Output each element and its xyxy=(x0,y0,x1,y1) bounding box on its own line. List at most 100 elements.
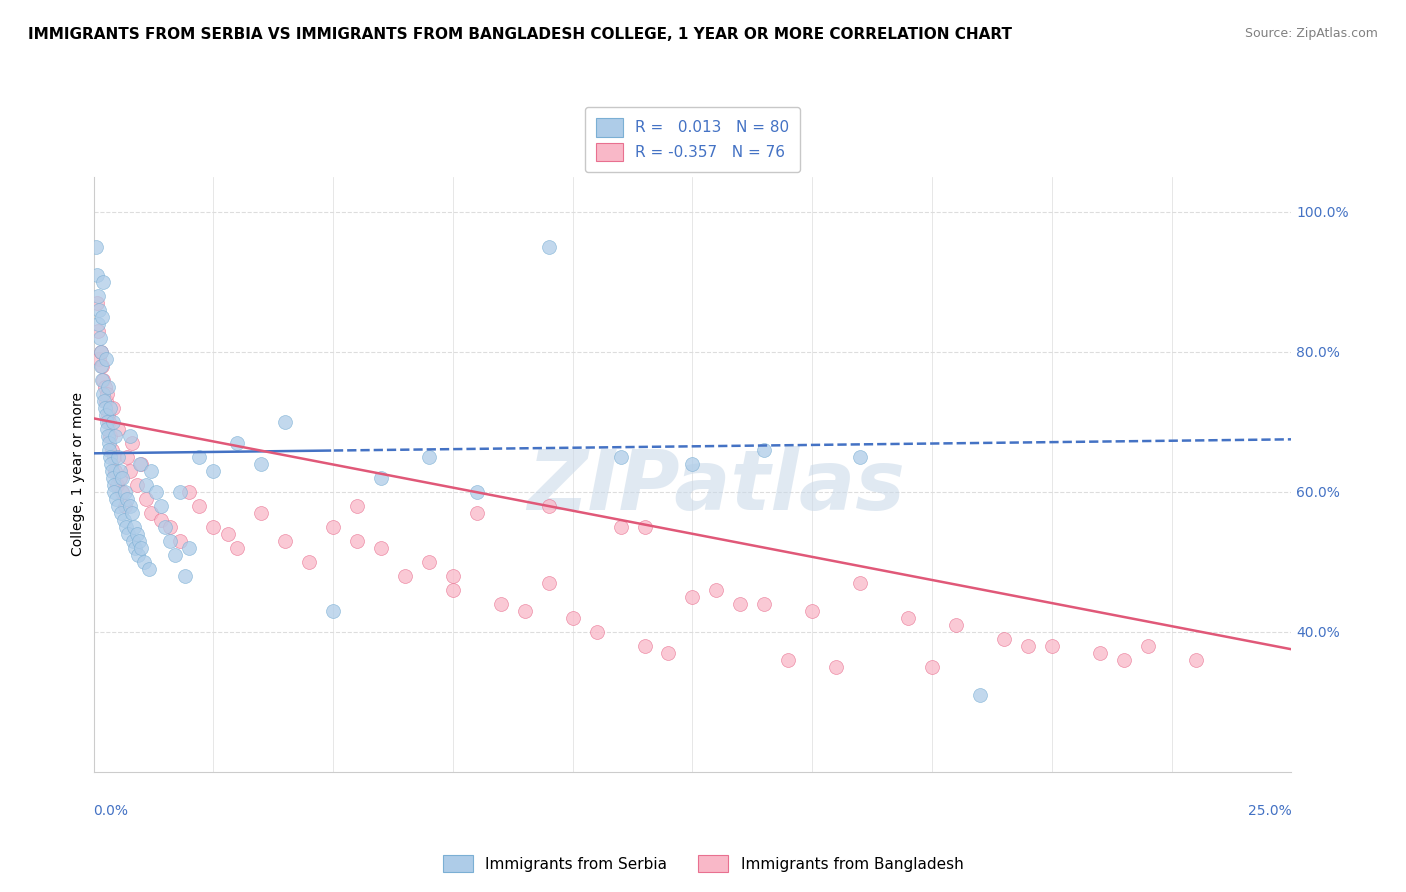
Point xyxy=(107,450,129,464)
Point xyxy=(115,520,138,534)
Point xyxy=(993,632,1015,646)
Point xyxy=(114,499,136,513)
Point xyxy=(1017,639,1039,653)
Point xyxy=(115,450,138,464)
Point xyxy=(98,450,121,464)
Point xyxy=(825,659,848,673)
Point xyxy=(561,611,583,625)
Point xyxy=(633,639,655,653)
Point xyxy=(96,387,118,401)
Point xyxy=(101,471,124,485)
Point xyxy=(127,548,149,562)
Point xyxy=(91,275,114,289)
Point xyxy=(173,568,195,582)
Point xyxy=(98,442,121,457)
Point xyxy=(115,491,138,506)
Point xyxy=(754,442,776,457)
Point xyxy=(107,422,129,436)
Point xyxy=(87,317,110,331)
Point xyxy=(394,568,416,582)
Point xyxy=(124,520,146,534)
Point xyxy=(114,484,136,499)
Point xyxy=(110,506,132,520)
Point xyxy=(897,611,920,625)
Point xyxy=(91,359,114,373)
Point xyxy=(90,344,112,359)
Point xyxy=(633,520,655,534)
Point xyxy=(706,582,728,597)
Text: Source: ZipAtlas.com: Source: ZipAtlas.com xyxy=(1244,27,1378,40)
Point xyxy=(441,568,464,582)
Point xyxy=(346,533,368,548)
Point xyxy=(84,240,107,254)
Point xyxy=(609,450,631,464)
Point xyxy=(86,296,108,310)
Point xyxy=(112,513,135,527)
Point xyxy=(86,268,108,282)
Point xyxy=(188,499,211,513)
Point xyxy=(111,471,134,485)
Point xyxy=(107,499,129,513)
Point xyxy=(89,302,111,317)
Point xyxy=(101,401,124,415)
Point xyxy=(96,415,118,429)
Point xyxy=(370,541,392,555)
Point xyxy=(139,464,162,478)
Point xyxy=(274,415,297,429)
Point xyxy=(111,484,134,499)
Point xyxy=(96,422,118,436)
Point xyxy=(97,380,120,394)
Point xyxy=(117,526,139,541)
Point xyxy=(202,464,225,478)
Point xyxy=(93,393,115,408)
Point xyxy=(94,351,117,366)
Point xyxy=(179,484,201,499)
Point xyxy=(121,506,143,520)
Point xyxy=(91,387,114,401)
Point xyxy=(849,450,872,464)
Point xyxy=(159,520,181,534)
Point xyxy=(1088,646,1111,660)
Point xyxy=(169,484,191,499)
Point xyxy=(108,471,131,485)
Point xyxy=(322,520,344,534)
Point xyxy=(98,401,121,415)
Point xyxy=(322,604,344,618)
Text: 25.0%: 25.0% xyxy=(1247,805,1291,819)
Point xyxy=(138,562,160,576)
Point xyxy=(537,240,560,254)
Point xyxy=(681,590,703,604)
Point xyxy=(101,464,124,478)
Point xyxy=(226,435,249,450)
Point xyxy=(90,344,112,359)
Point xyxy=(681,457,703,471)
Point xyxy=(135,478,157,492)
Point xyxy=(145,484,167,499)
Point xyxy=(149,499,172,513)
Point xyxy=(1184,653,1206,667)
Point xyxy=(125,526,148,541)
Point xyxy=(801,604,824,618)
Point xyxy=(98,429,121,443)
Point xyxy=(105,491,128,506)
Point xyxy=(90,310,112,324)
Point xyxy=(87,289,110,303)
Point xyxy=(274,533,297,548)
Point xyxy=(104,464,127,478)
Point xyxy=(131,541,153,555)
Point xyxy=(121,533,143,548)
Point xyxy=(159,533,181,548)
Point xyxy=(1112,653,1135,667)
Point xyxy=(131,457,153,471)
Point xyxy=(104,429,127,443)
Point xyxy=(97,408,120,422)
Point xyxy=(754,597,776,611)
Point xyxy=(945,617,967,632)
Point xyxy=(969,688,991,702)
Point xyxy=(169,533,191,548)
Point xyxy=(128,533,150,548)
Point xyxy=(103,450,125,464)
Point xyxy=(97,429,120,443)
Point xyxy=(91,373,114,387)
Point xyxy=(657,646,679,660)
